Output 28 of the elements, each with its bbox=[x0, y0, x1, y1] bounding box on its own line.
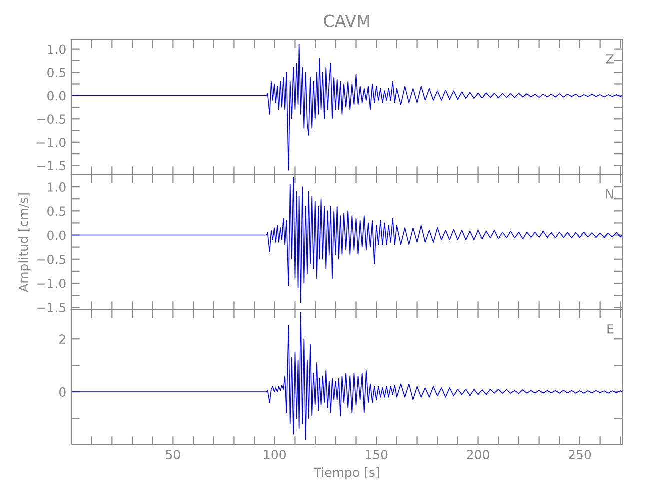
y-tick-label: −0.5 bbox=[38, 254, 66, 264]
y-tick-label: 0.0 bbox=[48, 91, 66, 101]
y-axis-title: Amplitud [cm/s] bbox=[18, 194, 31, 292]
y-tick-label: −1.5 bbox=[38, 161, 66, 171]
y-tick-label: 0.0 bbox=[48, 230, 66, 240]
y-tick-label: 0 bbox=[60, 388, 66, 397]
x-tick-label: 100 bbox=[264, 450, 286, 460]
y-tick-label: 1.0 bbox=[48, 44, 66, 54]
y-tick-label: 0.5 bbox=[48, 68, 66, 78]
y-tick-label: 0.5 bbox=[48, 206, 66, 216]
annotation: Z bbox=[606, 54, 614, 64]
annotation: E bbox=[608, 324, 614, 334]
y-tick-label: −1.0 bbox=[38, 278, 66, 288]
x-tick-label: 250 bbox=[568, 450, 592, 460]
y-tick-label: 1.0 bbox=[48, 182, 66, 192]
annotation: N bbox=[606, 190, 614, 199]
line-series bbox=[72, 44, 623, 171]
chart-title: CAVM bbox=[324, 14, 370, 28]
x-axis-title: Tiempo [s] bbox=[314, 468, 380, 480]
x-tick-label: 150 bbox=[366, 450, 388, 460]
y-tick-label: −1.5 bbox=[38, 303, 66, 313]
line-series bbox=[72, 176, 623, 304]
x-tick-label: 50 bbox=[166, 450, 180, 460]
y-tick-label: 2 bbox=[60, 334, 66, 344]
line-series bbox=[72, 312, 623, 440]
x-tick-label: 200 bbox=[467, 450, 490, 460]
y-tick-label: −1.0 bbox=[38, 138, 66, 148]
y-tick-label: −0.5 bbox=[38, 114, 66, 124]
